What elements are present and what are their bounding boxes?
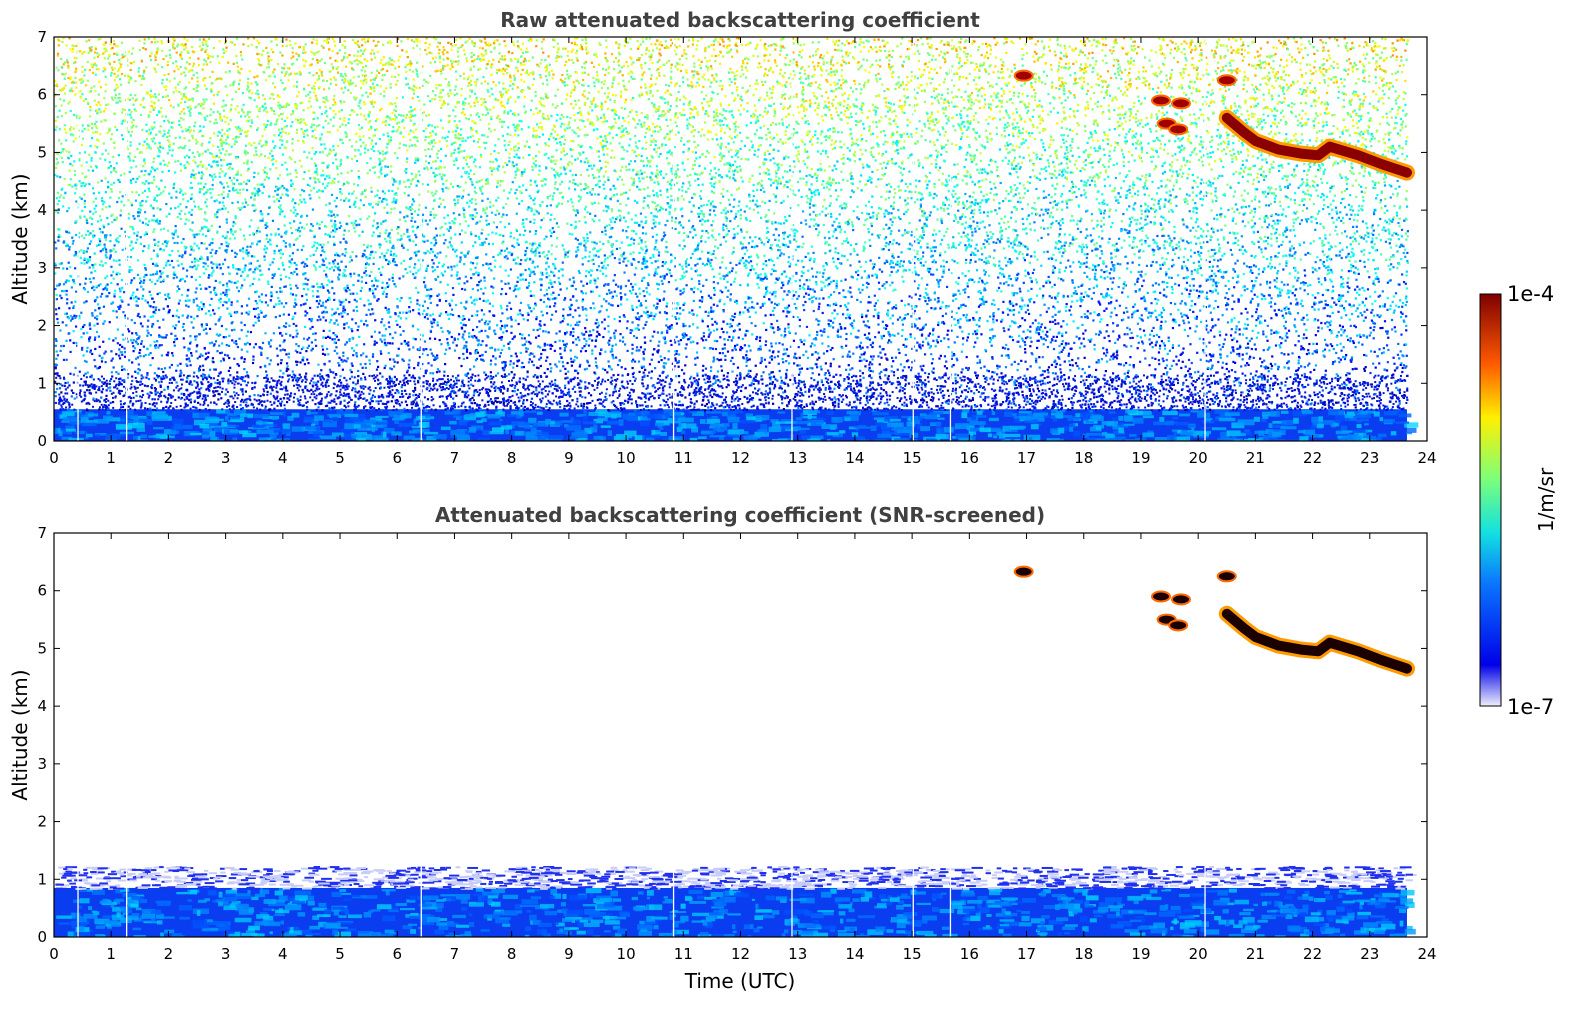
raw-y-tick-label-6: 6 [37, 86, 47, 104]
raw-cloud-patch-4 [1168, 123, 1189, 136]
raw-y-tick-label-2: 2 [37, 317, 47, 335]
snr-x-tick-label-3: 3 [221, 945, 231, 963]
raw-x-tick-label-17: 17 [1017, 449, 1036, 467]
raw-x-tick-label-13: 13 [788, 449, 807, 467]
raw-x-tick-label-7: 7 [450, 449, 460, 467]
snr-y-tick-label-0: 0 [37, 928, 47, 946]
snr-x-tick-label-17: 17 [1017, 945, 1036, 963]
raw-x-tick-label-19: 19 [1131, 449, 1150, 467]
raw-x-tick-label-10: 10 [617, 449, 636, 467]
snr-x-tick-label-4: 4 [278, 945, 288, 963]
snr-x-tick-label-10: 10 [617, 945, 636, 963]
snr-x-tick-label-24: 24 [1417, 945, 1436, 963]
snr-x-tick-label-6: 6 [392, 945, 402, 963]
snr-y-tick-label-5: 5 [37, 639, 47, 657]
raw-x-tick-label-0: 0 [49, 449, 59, 467]
raw-y-tick-label-3: 3 [37, 259, 47, 277]
snr-x-tick-label-12: 12 [731, 945, 750, 963]
snr-x-tick-label-16: 16 [960, 945, 979, 963]
snr-x-tick-label-13: 13 [788, 945, 807, 963]
raw-cloud-patch-1 [1150, 94, 1171, 107]
raw-x-tick-label-2: 2 [164, 449, 174, 467]
snr-y-tick-label-6: 6 [37, 582, 47, 600]
snr-x-tick-label-0: 0 [49, 945, 59, 963]
raw-x-tick-label-3: 3 [221, 449, 231, 467]
snr-x-tick-label-14: 14 [845, 945, 864, 963]
raw-x-tick-label-12: 12 [731, 449, 750, 467]
raw-y-tick-label-7: 7 [37, 28, 47, 46]
raw-x-tick-label-22: 22 [1303, 449, 1322, 467]
snr-cloud-layer-core [1221, 608, 1412, 674]
snr-x-tick-label-2: 2 [164, 945, 174, 963]
raw-panel: Raw attenuated backscattering coefficien… [8, 8, 1437, 467]
raw-heatmap [54, 37, 1419, 441]
snr-x-tick-label-11: 11 [674, 945, 693, 963]
raw-cloud-patch-5 [1216, 74, 1237, 87]
raw-panel-title: Raw attenuated backscattering coefficien… [500, 8, 980, 32]
colorbar-unit-label: 1/m/sr [1534, 467, 1558, 532]
snr-y-axis-label: Altitude (km) [8, 669, 32, 800]
raw-y-tick-label-0: 0 [37, 432, 47, 450]
snr-cloud-patch-1 [1150, 590, 1171, 603]
snr-cloud-patch-0 [1013, 565, 1034, 578]
raw-cloud-patch-2 [1171, 97, 1192, 110]
raw-x-tick-label-18: 18 [1074, 449, 1093, 467]
snr-x-tick-label-21: 21 [1246, 945, 1265, 963]
colorbar: 1e-4 1e-7 1/m/sr [1479, 282, 1558, 719]
snr-panel-title: Attenuated backscattering coefficient (S… [435, 503, 1045, 527]
snr-x-tick-label-22: 22 [1303, 945, 1322, 963]
snr-y-tick-label-4: 4 [37, 697, 47, 715]
snr-x-tick-label-1: 1 [106, 945, 116, 963]
raw-x-tick-label-11: 11 [674, 449, 693, 467]
raw-y-tick-label-5: 5 [37, 143, 47, 161]
snr-panel: Attenuated backscattering coefficient (S… [8, 503, 1437, 993]
snr-x-tick-label-18: 18 [1074, 945, 1093, 963]
snr-y-tick-label-2: 2 [37, 813, 47, 831]
raw-cloud-patch-0 [1013, 69, 1034, 82]
colorbar-min-label: 1e-7 [1507, 695, 1554, 719]
snr-x-tick-label-19: 19 [1131, 945, 1150, 963]
raw-x-tick-label-8: 8 [507, 449, 517, 467]
snr-x-tick-label-23: 23 [1360, 945, 1379, 963]
snr-heatmap [54, 533, 1417, 937]
raw-y-axis-label: Altitude (km) [8, 173, 32, 304]
snr-axes: 0 1 2 3 4 5 6 7 8 9 10 11 12 13 14 15 16 17 18 19 20 21 22 23 24… [37, 524, 1436, 963]
snr-y-tick-label-7: 7 [37, 524, 47, 542]
snr-x-tick-label-9: 9 [564, 945, 574, 963]
raw-x-tick-label-20: 20 [1189, 449, 1208, 467]
snr-x-tick-label-20: 20 [1189, 945, 1208, 963]
raw-cloud-layer-core [1221, 112, 1412, 178]
raw-x-tick-label-23: 23 [1360, 449, 1379, 467]
raw-x-tick-label-21: 21 [1246, 449, 1265, 467]
raw-x-tick-label-6: 6 [392, 449, 402, 467]
raw-x-tick-label-16: 16 [960, 449, 979, 467]
snr-x-tick-label-5: 5 [335, 945, 345, 963]
raw-x-tick-label-15: 15 [903, 449, 922, 467]
snr-cloud-patch-2 [1171, 593, 1192, 606]
colorbar-max-label: 1e-4 [1507, 282, 1554, 306]
snr-x-tick-label-8: 8 [507, 945, 517, 963]
raw-axes: 0 1 2 3 4 5 6 7 8 9 10 11 12 13 14 15 16 17 18 19 20 21 22 23 24… [37, 28, 1436, 467]
raw-x-tick-label-14: 14 [845, 449, 864, 467]
raw-x-tick-label-1: 1 [106, 449, 116, 467]
snr-x-tick-label-15: 15 [903, 945, 922, 963]
raw-y-tick-label-4: 4 [37, 201, 47, 219]
colorbar-gradient [1479, 293, 1502, 707]
raw-y-tick-label-1: 1 [37, 374, 47, 392]
raw-x-tick-label-24: 24 [1417, 449, 1436, 467]
snr-cloud-patch-5 [1216, 570, 1237, 583]
raw-x-tick-label-9: 9 [564, 449, 574, 467]
raw-x-tick-label-4: 4 [278, 449, 288, 467]
raw-x-tick-label-5: 5 [335, 449, 345, 467]
snr-y-tick-label-3: 3 [37, 755, 47, 773]
snr-x-tick-label-7: 7 [450, 945, 460, 963]
snr-x-axis-label: Time (UTC) [684, 969, 796, 993]
snr-cloud-patch-4 [1168, 619, 1189, 632]
snr-y-tick-label-1: 1 [37, 870, 47, 888]
